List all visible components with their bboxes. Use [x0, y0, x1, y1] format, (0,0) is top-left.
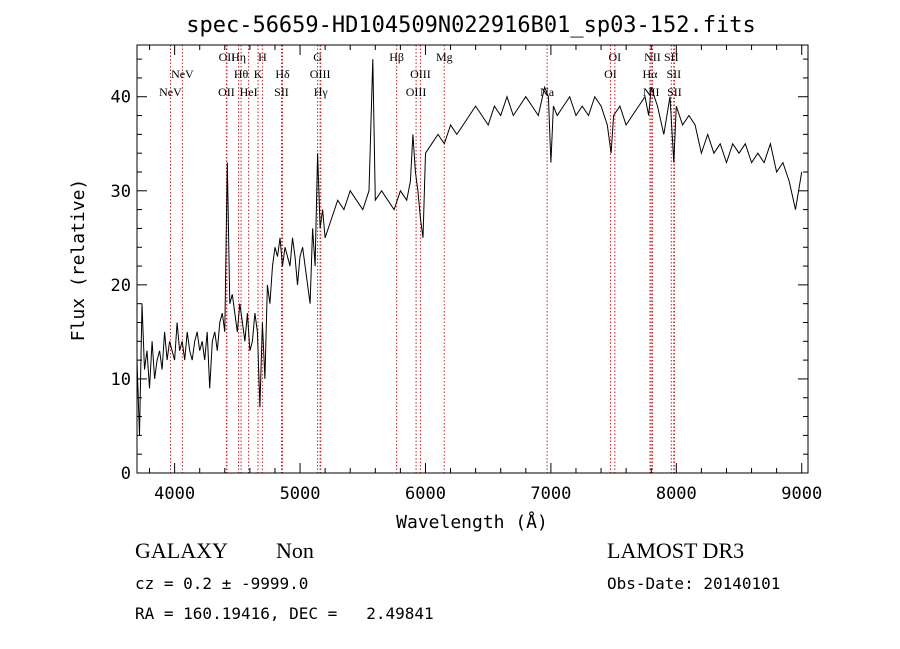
x-tick-label: 9000	[781, 484, 822, 504]
line-label-24: SII	[664, 50, 679, 64]
redshift-cz: cz = 0.2 ± -9999.0	[135, 574, 309, 593]
line-label-18: Na	[540, 85, 555, 99]
line-label-17: Mg	[436, 50, 453, 64]
y-tick-label: 30	[111, 182, 131, 202]
line-label-7: H	[258, 50, 267, 64]
y-axis-label: Flux (relative)	[68, 179, 89, 342]
line-label-16: OIII	[406, 85, 427, 99]
x-axis-label: Wavelength (Å)	[396, 511, 548, 533]
line-label-20: OI	[604, 67, 617, 81]
x-axis-ticks: 4000 5000 6000 7000 8000 9000	[149, 45, 822, 504]
line-label-8: K	[254, 67, 263, 81]
plot-frame	[136, 44, 809, 474]
line-label-25: SII	[666, 67, 681, 81]
coordinates: RA = 160.19416, DEC = 2.49841	[135, 604, 434, 623]
line-label-13: Hγ	[314, 85, 329, 99]
x-tick-label: 5000	[280, 484, 321, 504]
line-label-26: SII	[667, 85, 682, 99]
survey-name: LAMOST DR3	[607, 538, 745, 563]
chart-title: spec-56659-HD104509N022916B01_sp03-152.f…	[186, 13, 756, 38]
line-label-22: Hα	[642, 67, 658, 81]
x-tick-label: 7000	[530, 484, 571, 504]
spectrum-series-line	[136, 59, 803, 436]
y-tick-label: 0	[121, 464, 131, 484]
y-axis-ticks: 0 10 20 30 40	[111, 58, 808, 484]
x-tick-label: 6000	[405, 484, 446, 504]
line-label-2: OII	[218, 85, 235, 99]
line-label-0: NeV	[159, 85, 182, 99]
object-subclass: Non	[276, 538, 314, 563]
line-label-12: OIII	[310, 67, 331, 81]
y-tick-label: 20	[111, 276, 131, 296]
line-label-6: HeI	[240, 85, 258, 99]
line-label-14: Hβ	[389, 50, 404, 64]
x-tick-label: 4000	[154, 484, 195, 504]
observation-date: Obs-Date: 20140101	[607, 574, 781, 593]
x-tick-label: 8000	[656, 484, 697, 504]
y-tick-label: 40	[111, 88, 131, 108]
line-label-19: OI	[609, 50, 622, 64]
line-label-21: NII	[644, 50, 661, 64]
y-tick-label: 10	[111, 370, 131, 390]
line-label-11: G	[313, 50, 322, 64]
spectral-line-markers	[169, 45, 675, 473]
line-label-3: OII	[219, 50, 236, 64]
line-label-1: NeV	[171, 67, 194, 81]
line-label-5: Hθ	[234, 67, 249, 81]
line-label-10: SII	[274, 85, 289, 99]
line-label-15: OIII	[410, 67, 431, 81]
object-class: GALAXY	[135, 538, 228, 563]
line-label-4: Hη	[231, 50, 246, 64]
line-label-9: Hδ	[275, 67, 290, 81]
